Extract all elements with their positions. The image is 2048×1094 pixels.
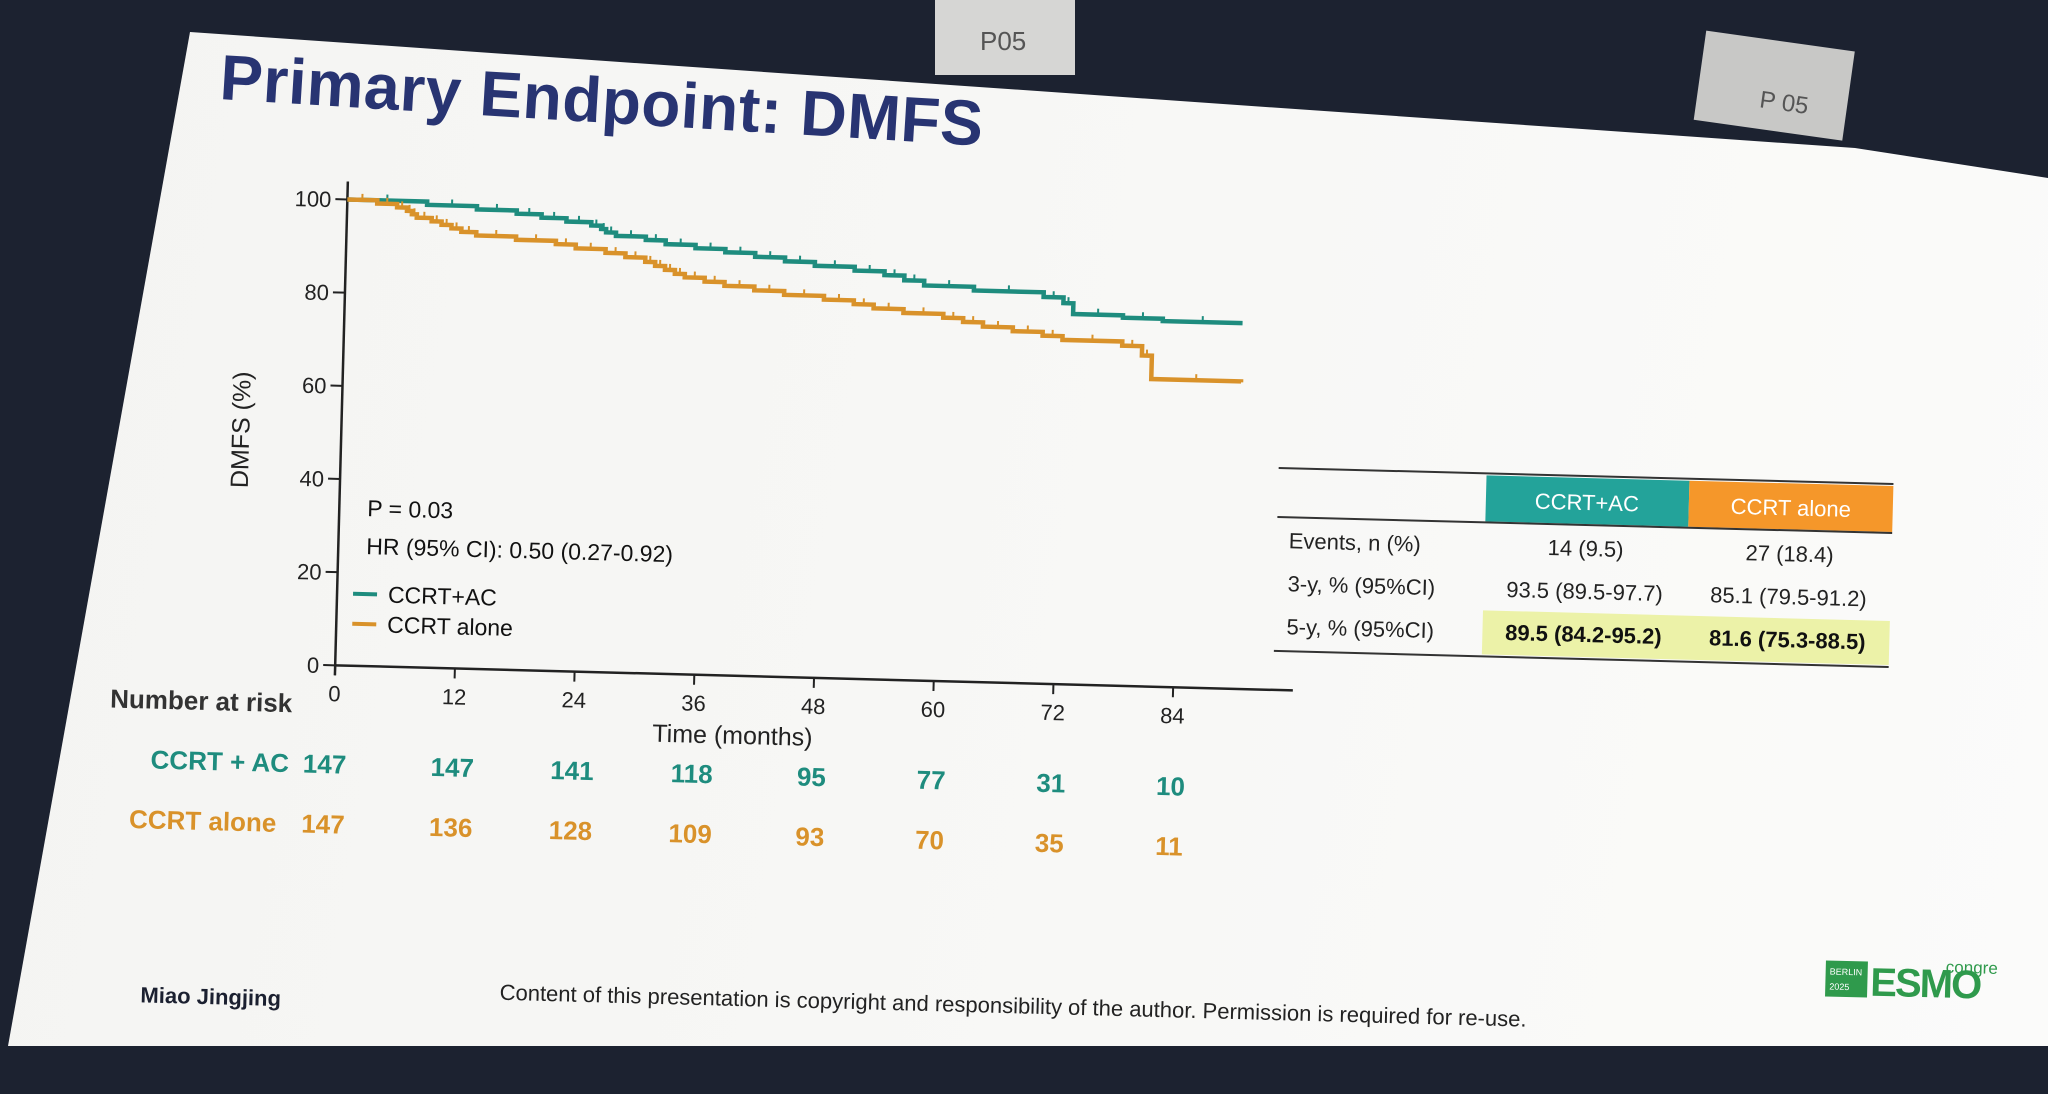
author-name: Miao Jingjing [140,982,281,1011]
table-cell-alone: 85.1 (79.5-91.2) [1710,582,1867,611]
risk-value-alone: 11 [1155,831,1183,862]
risk-value-ac: 141 [550,755,594,786]
risk-header: Number at risk [110,683,293,718]
risk-value-alone: 109 [668,818,712,849]
x-tick-label: 0 [328,681,341,706]
risk-value-ac: 95 [797,761,827,792]
risk-value-ac: 147 [430,752,474,783]
km-chart: 0 20 40 60 80 100 0 12 24 36 48 60 72 84 Time (months)… [113,20,1989,1094]
esmo-logo: BERLIN 2025 ESMO congre [1825,954,1998,1007]
y-tick-label: 40 [299,466,324,492]
summary-table: CCRT+AC CCRT alone Events, n (%) 14 (9.5… [1274,468,1894,667]
risk-value-alone: 136 [429,812,473,843]
risk-row-label-alone: CCRT alone [129,804,277,838]
copyright-notice: Content of this presentation is copyrigh… [499,980,1527,1032]
hazard-ratio: HR (95% CI): 0.50 (0.27-0.92) [366,533,673,567]
y-tick-label: 80 [304,280,329,306]
chart-axes: 0 20 40 60 80 100 0 12 24 36 48 60 72 84 Time (months)… [219,179,1305,765]
km-curve-ccrt-alone [343,199,1245,382]
y-tick-label: 60 [302,373,327,399]
logo-suffix: congre [1946,958,1998,978]
x-tick-label: 12 [442,684,467,710]
risk-value-ac: 118 [670,758,713,789]
logo-city: BERLIN [1830,967,1863,978]
risk-value-alone: 93 [795,821,825,852]
km-curve-ccrt-ac [345,199,1245,323]
chart-series [343,193,1245,382]
legend-label-alone: CCRT alone [387,612,513,641]
risk-value-alone: 147 [301,809,345,840]
table-row-label: 3-y, % (95%CI) [1287,571,1435,600]
risk-value-ac: 77 [916,765,946,796]
table-cell-ac: 14 (9.5) [1547,535,1623,562]
risk-value-alone: 70 [915,825,945,856]
table-col-ac: CCRT+AC [1534,489,1639,517]
table-cell-alone: 27 (18.4) [1745,540,1834,567]
screen-label-left: P05 [980,26,1026,56]
legend-swatch-alone [352,624,376,625]
table-row-label: 5-y, % (95%CI) [1286,614,1434,643]
x-tick-label: 72 [1040,700,1065,726]
x-tick-label: 24 [561,687,586,713]
legend-swatch-ac [353,594,377,595]
y-tick-label: 100 [294,186,331,212]
y-tick-label: 20 [297,559,322,585]
p-value: P = 0.03 [367,495,454,523]
x-tick-label: 60 [920,697,945,723]
risk-value-ac: 31 [1036,768,1066,799]
risk-value-alone: 35 [1034,828,1064,859]
logo-year: 2025 [1829,982,1849,993]
table-row-label: Events, n (%) [1288,528,1421,556]
screen-frame-box-right [1694,31,1855,141]
y-axis-title: DMFS (%) [226,371,257,488]
table-cell-ac: 93.5 (89.5-97.7) [1506,577,1663,606]
table-cell-alone: 81.6 (75.3-88.5) [1709,625,1866,654]
table-col-alone: CCRT alone [1730,494,1851,522]
risk-value-ac: 147 [303,749,347,780]
x-tick-label: 36 [681,690,706,716]
x-tick-label: 48 [801,694,826,720]
table-cell-ac: 89.5 (84.2-95.2) [1505,620,1662,649]
y-tick-label: 0 [307,653,320,678]
number-at-risk: Number at risk CCRT + AC CCRT alone 147 1… [107,683,1187,861]
chart-annotations: P = 0.03 HR (95% CI): 0.50 (0.27-0.92) C… [352,495,674,645]
x-axis-title: Time (months) [652,720,813,752]
risk-row-label-ac: CCRT + AC [150,745,289,779]
legend-label-ac: CCRT+AC [388,582,498,611]
risk-value-ac: 10 [1156,771,1186,802]
x-tick-label: 84 [1160,703,1185,729]
risk-value-alone: 128 [548,815,592,846]
y-axis-line [335,181,348,675]
